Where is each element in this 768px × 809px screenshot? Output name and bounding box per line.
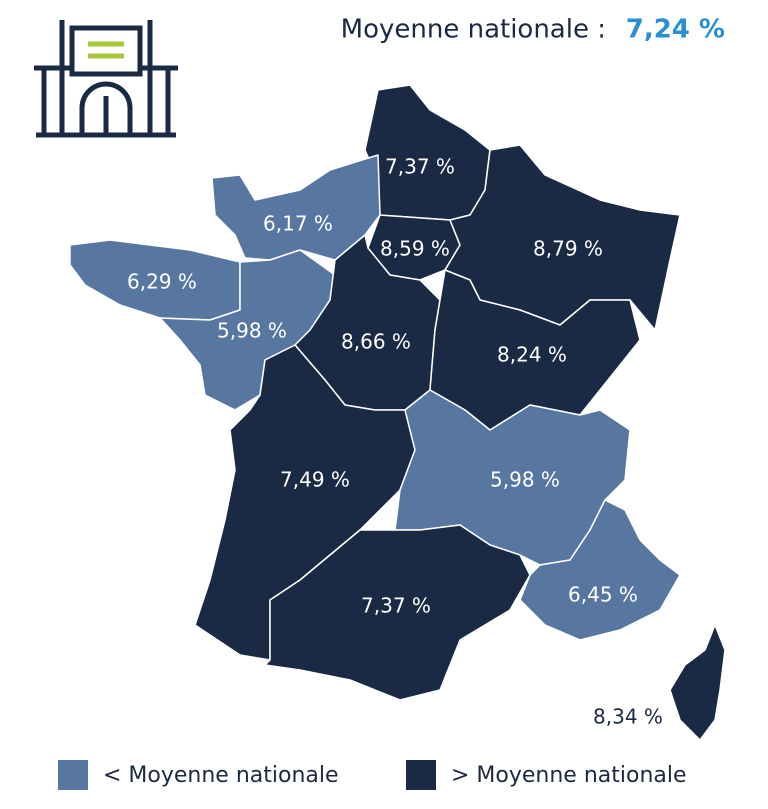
region-label: 7,49 % [280, 468, 350, 492]
region-label: 6,17 % [263, 212, 333, 236]
region [669, 624, 726, 741]
region-label: 7,37 % [361, 594, 431, 618]
legend-label: < Moyenne nationale [103, 763, 339, 788]
region-label: 5,98 % [490, 468, 560, 492]
legend: < Moyenne nationale > Moyenne nationale [58, 760, 687, 790]
average-value: 7,24 % [626, 15, 725, 45]
average-label: Moyenne nationale : [341, 15, 606, 45]
region-label: 6,29 % [127, 270, 197, 294]
region [364, 84, 491, 221]
legend-label: > Moyenne nationale [451, 763, 687, 788]
logo [34, 20, 178, 138]
region-label: 7,37 % [385, 155, 455, 179]
region-label: 8,59 % [380, 237, 450, 261]
regions: 7,37 % 6,17 % 6,29 % 5,98 % 8,59 % 8,79 % 8,66… [69, 84, 726, 741]
region-label: 8,66 % [341, 330, 411, 354]
legend-swatch [58, 760, 88, 790]
legend-swatch [406, 760, 436, 790]
region [519, 499, 681, 641]
region-label: 6,45 % [568, 583, 638, 607]
region-label: 8,34 % [593, 705, 663, 729]
region-label: 8,24 % [497, 343, 567, 367]
region-label: 8,79 % [533, 237, 603, 261]
region-label: 5,98 % [217, 319, 287, 343]
